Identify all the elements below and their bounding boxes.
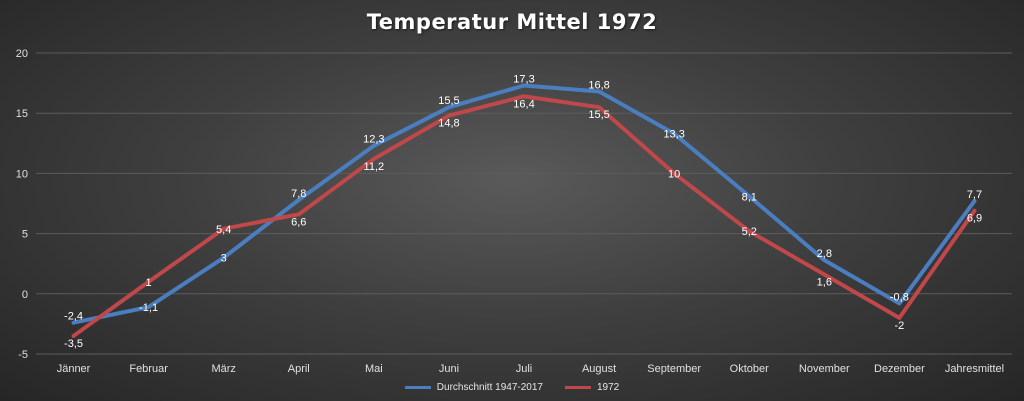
data-label: 5,2 (742, 226, 757, 238)
data-label: -3,5 (64, 338, 83, 350)
y-tick-label: 15 (16, 108, 28, 120)
data-label: 15,5 (588, 109, 609, 121)
y-tick-label: 0 (22, 289, 28, 301)
data-label: 5,4 (216, 224, 231, 236)
chart-title: Temperatur Mittel 1972 (366, 10, 658, 34)
data-label: -2 (894, 320, 904, 332)
data-label: 1 (146, 277, 152, 289)
data-label: 10 (668, 168, 680, 180)
data-label: 1,6 (817, 277, 832, 289)
data-label: 3 (221, 253, 227, 265)
x-tick-label: März (211, 363, 235, 375)
x-tick-label: Jahresmittel (945, 363, 1004, 375)
data-label: 13,3 (663, 129, 684, 141)
legend-swatch-average (404, 386, 431, 389)
data-label: -0,8 (890, 291, 909, 303)
data-label: 6,9 (967, 213, 982, 225)
x-tick-label: Februar (129, 363, 168, 375)
legend-item-1972: 1972 (564, 382, 620, 393)
data-label: 7,8 (291, 188, 306, 200)
data-label: 16,8 (588, 80, 609, 92)
x-tick-label: Juli (516, 363, 533, 375)
y-tick-label: 5 (22, 229, 28, 241)
data-label: 6,6 (291, 216, 306, 228)
y-tick-label: 20 (16, 48, 28, 60)
series-line-0 (71, 83, 977, 325)
x-tick-label: Mai (365, 363, 383, 375)
legend-swatch-1972 (564, 386, 591, 389)
data-label: 12,3 (363, 134, 384, 146)
x-tick-label: Juni (439, 363, 459, 375)
data-label: 15,5 (438, 95, 459, 107)
legend-item-average: Durchschnitt 1947-2017 (404, 382, 543, 393)
data-label: 14,8 (438, 118, 459, 130)
y-tick-label: -5 (18, 349, 28, 361)
y-tick-label: 10 (16, 168, 28, 180)
data-label: 8,1 (742, 191, 757, 203)
data-label: 2,8 (817, 248, 832, 260)
legend-label-1972: 1972 (596, 382, 620, 393)
data-label: 17,3 (513, 74, 534, 86)
x-tick-label: Oktober (730, 363, 769, 375)
legend-label-average: Durchschnitt 1947-2017 (436, 382, 543, 393)
data-label: -2,4 (64, 311, 83, 323)
data-label: -1,1 (139, 302, 158, 314)
x-tick-label: April (288, 363, 310, 375)
data-label: 7,7 (967, 189, 982, 201)
x-tick-label: November (799, 363, 850, 375)
x-tick-label: August (582, 363, 616, 375)
data-label: 16,4 (513, 98, 534, 110)
x-tick-label: Dezember (874, 363, 925, 375)
legend: Durchschnitt 1947-2017 1972 (0, 382, 1024, 393)
data-label: 11,2 (364, 161, 385, 173)
x-tick-label: September (647, 363, 701, 375)
x-tick-label: Jänner (57, 363, 91, 375)
series-line-1 (71, 94, 977, 338)
